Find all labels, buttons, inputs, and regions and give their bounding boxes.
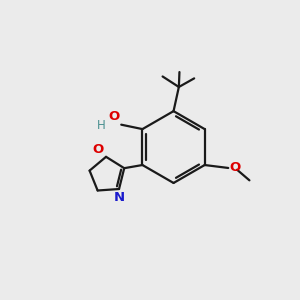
Text: N: N bbox=[114, 191, 125, 204]
Text: O: O bbox=[230, 161, 241, 174]
Text: O: O bbox=[92, 142, 104, 156]
Text: H: H bbox=[97, 119, 106, 132]
Text: O: O bbox=[109, 110, 120, 124]
